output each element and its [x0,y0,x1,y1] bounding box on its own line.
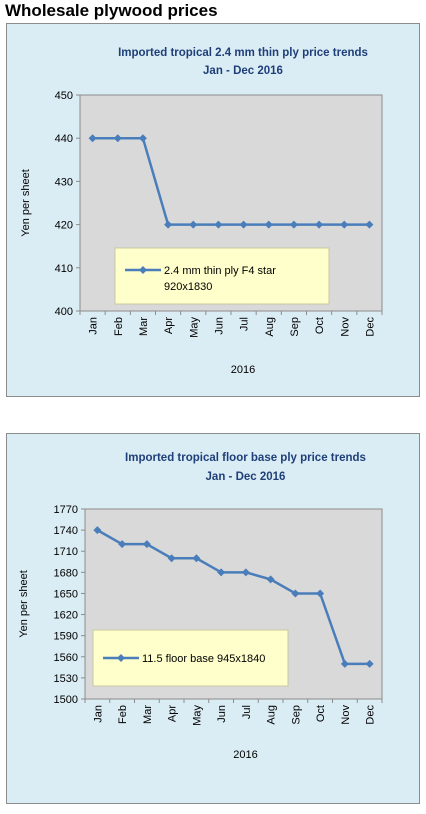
x-tick-label: Oct [314,317,326,334]
x-tick-label: Oct [315,705,327,722]
data-point [93,526,102,535]
chart-panel-floor-base: Imported tropical floor base ply price t… [6,433,420,804]
data-point [217,568,226,577]
floor-base-price-chart: Imported tropical floor base ply price t… [18,452,383,761]
series-line [96,529,370,666]
x-tick-label: Mar [138,317,150,336]
x-tick-label: Jul [239,317,251,331]
y-tick-label: 1710 [54,546,78,558]
y-tick-label: 440 [55,133,73,145]
x-tick-label: Mar [142,705,154,724]
legend-label: 11.5 floor base 945x1840 [142,653,265,665]
data-point [189,220,198,229]
x-axis-label: 2016 [233,749,257,761]
data-point [266,575,275,584]
x-tick-label: Jun [216,705,228,723]
y-axis-label: Yen per sheet [18,570,30,637]
page-title: Wholesale plywood prices [5,1,218,20]
y-tick-label: 430 [55,176,73,188]
x-tick-label: Sep [289,317,301,337]
x-tick-label: Apr [163,317,175,334]
x-tick-label: Feb [113,317,125,336]
data-point [138,134,147,143]
x-tick-label: Apr [167,705,179,722]
chart-panel-thin-ply: Imported tropical 2.4 mm thin ply price … [6,23,420,397]
legend-swatch-marker [117,654,125,662]
data-point [315,220,324,229]
thin-ply-price-chart: Imported tropical 2.4 mm thin ply price … [20,47,383,376]
data-point [340,659,349,668]
x-tick-label: Dec [365,705,377,725]
y-tick-label: 1500 [54,694,78,706]
data-point [167,554,176,563]
data-point [340,220,349,229]
data-point [113,134,122,143]
legend-box [114,247,330,305]
chart-subtitle: Jan - Dec 2016 [206,471,286,483]
y-tick-label: 1620 [54,610,78,622]
x-tick-label: Jan [92,705,104,723]
x-axis-label: 2016 [231,364,255,376]
data-point [264,220,273,229]
y-tick-label: 1590 [54,631,78,643]
data-point [291,589,300,598]
x-tick-label: Feb [117,705,129,724]
data-point [365,220,374,229]
x-tick-label: Jul [241,705,253,719]
y-tick-label: 420 [55,220,73,232]
y-tick-label: 1680 [54,567,78,579]
chart-subtitle: Jan - Dec 2016 [203,65,283,77]
data-point [88,134,97,143]
x-tick-label: Sep [290,705,302,725]
data-point [214,220,223,229]
y-tick-label: 1770 [54,504,78,516]
x-tick-label: Nov [340,705,352,725]
data-point [316,589,325,598]
y-tick-label: 410 [55,263,73,275]
chart-title: Imported tropical floor base ply price t… [125,452,366,464]
data-point [164,220,173,229]
y-tick-label: 450 [55,90,73,102]
data-point [192,554,201,563]
y-tick-label: 1650 [54,588,78,600]
legend-swatch-marker [139,266,147,274]
data-point [239,220,248,229]
y-tick-label: 400 [55,306,73,318]
data-point [118,540,127,549]
x-tick-label: Nov [339,317,351,337]
x-tick-label: Jun [213,317,225,335]
x-tick-label: May [191,705,203,726]
x-tick-label: May [188,317,200,338]
x-tick-label: Aug [266,705,278,725]
data-point [241,568,250,577]
y-tick-label: 1530 [54,673,78,685]
y-axis-label: Yen per sheet [20,169,32,236]
x-tick-label: Jan [88,317,100,335]
x-tick-label: Aug [264,317,276,337]
chart-title: Imported tropical 2.4 mm thin ply price … [118,47,368,59]
x-tick-label: Dec [364,317,376,337]
legend-label: 920x1830 [164,281,212,293]
series-line [92,136,370,226]
data-point [289,220,298,229]
data-point [365,659,374,668]
y-tick-label: 1560 [54,652,78,664]
y-tick-label: 1740 [54,525,78,537]
legend-label: 2.4 mm thin ply F4 star [164,265,276,277]
data-point [142,540,151,549]
